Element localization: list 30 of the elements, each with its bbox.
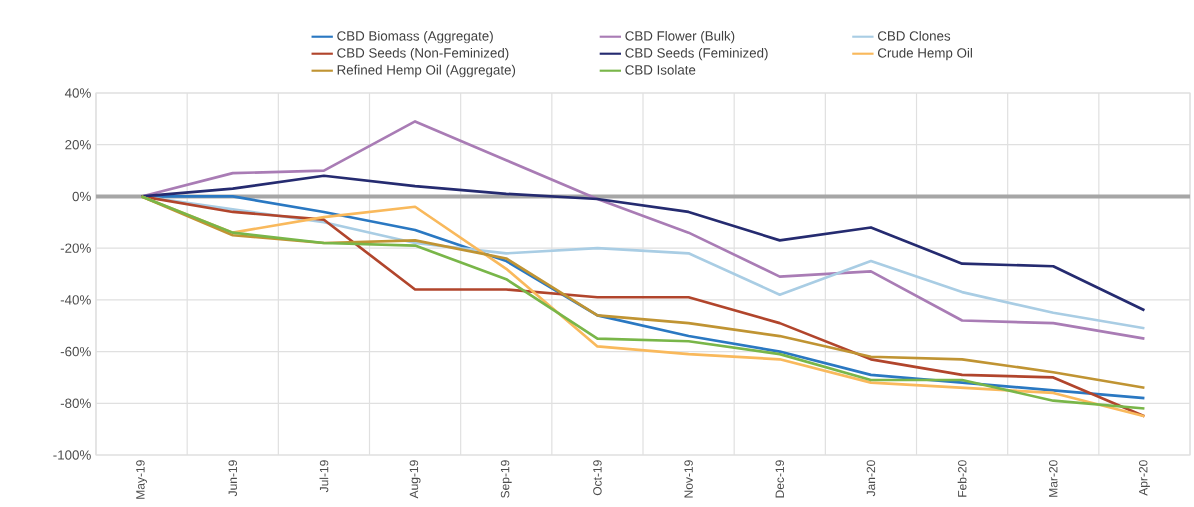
x-tick-label: Jun-19 <box>228 460 238 497</box>
legend-label: CBD Clones <box>877 30 951 41</box>
x-tick-label: Oct-19 <box>593 460 602 496</box>
x-tick-label: Mar-20 <box>1049 460 1058 497</box>
x-tick-label: Sep-19 <box>500 460 512 498</box>
y-tick-label: 40% <box>64 88 91 98</box>
legend-label: CBD Biomass (Aggregate) <box>337 30 493 44</box>
x-tick-label: Nov-19 <box>684 460 693 498</box>
x-tick-label: Dec-19 <box>775 460 785 498</box>
y-tick-label: -20% <box>60 243 91 253</box>
legend-label: CBD Seeds (Non-Feminized) <box>337 47 509 61</box>
y-tick-label: -100% <box>53 450 91 460</box>
y-tick-label: 20% <box>65 140 91 150</box>
x-tick-label: Aug-19 <box>409 460 421 499</box>
x-tick-label: Jul-19 <box>319 460 329 493</box>
legend-label: Crude Hemp Oil <box>877 47 972 61</box>
line-series <box>140 174 1146 312</box>
y-tick-label: -80% <box>60 398 91 408</box>
legend-label: CBD Flower (Bulk) <box>625 30 735 44</box>
x-tick-label: Jan-20 <box>866 460 876 497</box>
x-tick-label: May-19 <box>136 460 148 499</box>
line-series <box>140 120 1146 340</box>
x-tick-label: Apr-20 <box>1138 460 1150 496</box>
x-tick-label: Feb-20 <box>957 460 967 497</box>
legend-label: CBD Seeds (Feminized) <box>625 47 768 61</box>
legend-label: CBD Isolate <box>625 64 696 75</box>
y-tick-label: 0% <box>72 191 91 202</box>
legend-label: Refined Hemp Oil (Aggregate) <box>337 64 516 78</box>
y-tick-label: -60% <box>60 346 91 357</box>
y-tick-label: -40% <box>60 295 91 305</box>
